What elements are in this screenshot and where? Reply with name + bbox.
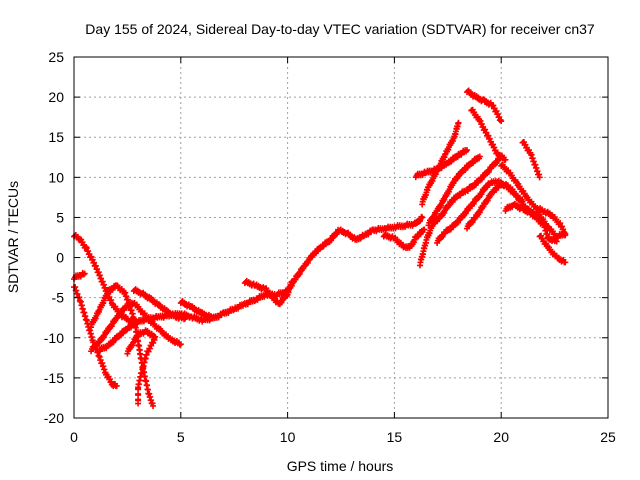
- x-axis-label: GPS time / hours: [287, 458, 394, 474]
- chart-title: Day 155 of 2024, Sidereal Day-to-day VTE…: [85, 21, 595, 37]
- series-arc-24: [536, 232, 569, 266]
- y-tick-label: -10: [44, 330, 64, 346]
- axis-ticks: [73, 56, 609, 419]
- series-arc-10: [241, 277, 295, 308]
- series-arc-19: [468, 106, 509, 164]
- marker-trace: [412, 147, 471, 181]
- series-arc-14: [425, 153, 483, 229]
- y-tick-label: -20: [44, 410, 64, 426]
- series-arc-23: [523, 206, 560, 245]
- marker-trace: [498, 161, 569, 239]
- marker-trace: [536, 232, 569, 266]
- y-tick-label: 5: [56, 209, 64, 225]
- marker-trace: [241, 277, 295, 308]
- x-tick-label: 0: [70, 429, 78, 445]
- x-tick-label: 5: [177, 429, 185, 445]
- x-tick-label: 25: [600, 429, 616, 445]
- marker-trace: [425, 153, 483, 229]
- series-arc-18: [464, 87, 505, 125]
- series-arc-12: [417, 153, 505, 269]
- series-arc-21: [519, 139, 543, 181]
- y-tick-label: 0: [56, 250, 64, 266]
- plot-frame: [73, 56, 609, 419]
- x-tick-label: 15: [387, 429, 403, 445]
- series-arc-8: [130, 286, 189, 323]
- y-tick-label: 15: [48, 129, 64, 145]
- marker-trace: [380, 226, 428, 252]
- series-arc-20: [498, 161, 569, 239]
- series-arc-7: [124, 327, 159, 407]
- y-tick-label: -15: [44, 370, 64, 386]
- y-tick-label: 20: [48, 89, 64, 105]
- marker-trace: [468, 106, 509, 164]
- marker-trace: [523, 206, 560, 245]
- series-arc-11: [380, 226, 428, 252]
- y-tick-label: -5: [52, 290, 65, 306]
- marker-trace: [177, 298, 216, 322]
- y-axis-label: SDTVAR / TECUs: [5, 181, 21, 293]
- tick-labels: 0 5 10 15 20 25 -20 -15 -10 -5 0 5 10 15 20 25: [44, 49, 616, 445]
- marker-trace: [417, 153, 505, 269]
- marker-trace: [124, 327, 159, 407]
- gridlines: [74, 57, 608, 418]
- x-tick-label: 10: [280, 429, 296, 445]
- y-tick-label: 10: [48, 169, 64, 185]
- marker-trace: [130, 286, 189, 323]
- marker-trace: [464, 87, 505, 125]
- series-arc-9: [177, 298, 216, 322]
- data-markers: [71, 87, 569, 409]
- marker-trace: [519, 139, 543, 181]
- series-arc-15: [412, 147, 471, 181]
- x-tick-label: 20: [493, 429, 509, 445]
- y-tick-label: 25: [48, 49, 64, 65]
